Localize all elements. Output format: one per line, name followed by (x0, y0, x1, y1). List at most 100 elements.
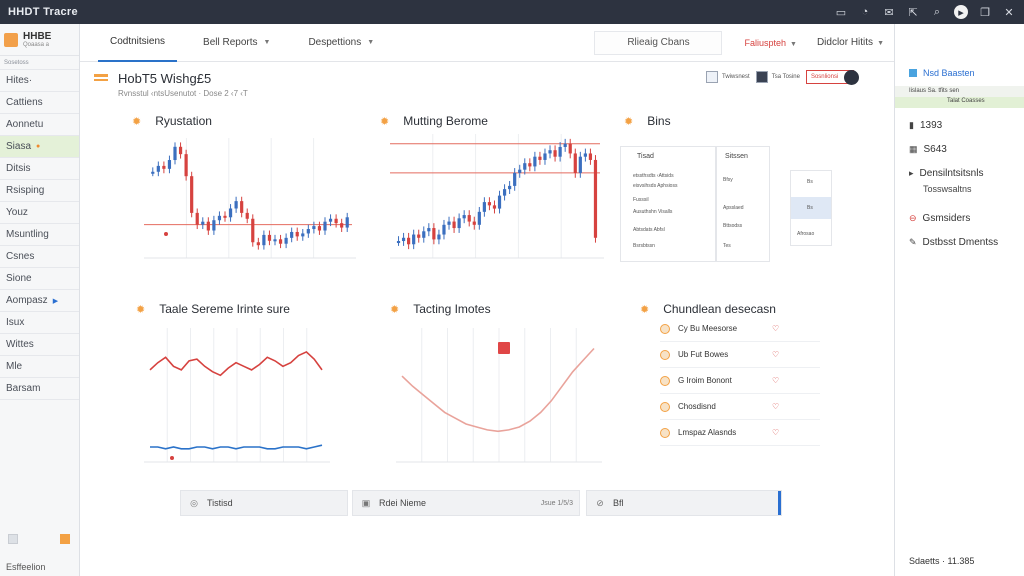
sun-icon: ✹ (136, 303, 146, 316)
sidebar-item[interactable]: Mle (0, 356, 79, 378)
toggle-icon[interactable] (843, 70, 859, 85)
search-input[interactable]: Rlieaig Cbans (594, 30, 723, 55)
sidebar-item[interactable]: Barsam (0, 378, 79, 400)
heart-icon[interactable]: ♡ (772, 350, 780, 359)
tool-button[interactable]: Tsa Tosine (755, 70, 800, 84)
circle-icon (660, 375, 670, 386)
bell-icon[interactable]: ◔ (861, 6, 869, 18)
tab-label: Codtnitsiens (110, 36, 166, 47)
bins-table-mid: Sitssen Bfsy Apsslaed Bttsodss Tes (716, 146, 770, 262)
tab-codtnitsiens[interactable]: Codtnitsiens (98, 24, 178, 62)
heart-icon[interactable]: ♡ (772, 324, 780, 333)
panel-title: ✹ Chundlean desecasn (640, 302, 776, 316)
candle-body (334, 218, 338, 224)
sidebar-item[interactable]: Hites· (0, 70, 79, 92)
candle-body (442, 224, 446, 235)
share-icon[interactable]: ⇱ (908, 6, 918, 19)
bins-cell: Fusssil (633, 197, 649, 203)
right-panel-subitem[interactable]: Tosswsaltns (923, 184, 972, 194)
right-panel-item[interactable]: ▸ Densilntsitsnls (909, 168, 983, 179)
sidebar-item-active[interactable]: Siasa ● (0, 136, 79, 158)
nav-dropdown-label: Faliuspteh (744, 37, 786, 48)
circle-icon (660, 401, 670, 412)
bins-header: Tisad (637, 153, 654, 160)
candle-body (417, 234, 421, 238)
search-icon[interactable]: ⌕ (933, 5, 941, 18)
right-panel-item[interactable]: ▦ S643 (909, 144, 947, 155)
user-menu[interactable]: Didclor Hitits ▼ (807, 37, 894, 48)
bins-cell: Bs (807, 205, 813, 211)
window-icon[interactable]: ▭ (835, 6, 847, 19)
list-item[interactable]: Cy Bu Meesorse ♡ (660, 316, 820, 342)
sidebar-item[interactable]: Csnes (0, 246, 79, 268)
restore-icon[interactable]: ❐ (980, 6, 990, 19)
candle-body (301, 233, 305, 237)
user-menu-label: Didclor Hitits (816, 37, 874, 48)
right-panel-item[interactable]: ✎ Dstbsst Dmentss (909, 237, 998, 248)
heart-icon[interactable]: ♡ (772, 402, 780, 411)
candle-body (593, 159, 598, 238)
sidebar-item[interactable]: Msuntling (0, 224, 79, 246)
heart-icon[interactable]: ♡ (772, 376, 780, 385)
panel-title-label: Taale Sereme Irinte sure (159, 302, 290, 316)
bins-highlight (791, 197, 831, 219)
list-item[interactable]: Ub Fut Bowes ♡ (660, 342, 820, 368)
sidebar-item[interactable]: Aonnetu (0, 114, 79, 136)
list-item[interactable]: Chosdisnd ♡ (660, 394, 820, 420)
tool-label: Sosnlionsi (810, 74, 839, 80)
top-nav: Codtnitsiens Bell Reports ▼ Despettions ▼ … (80, 24, 894, 62)
right-panel-item[interactable]: ⊖ Gsmsiders (909, 213, 970, 224)
candle-body (513, 172, 517, 186)
sidebar-footer: Esffeelion (0, 526, 80, 576)
circle-icon (660, 427, 670, 438)
data-marker (170, 456, 174, 460)
sidebar-item-label: Aompasz (6, 295, 48, 306)
warning-icon: ⊖ (909, 213, 917, 223)
circle-icon: ◎ (190, 497, 198, 508)
sidebar-item[interactable]: Aompasz ▶ (0, 290, 79, 312)
candle-body (323, 221, 327, 231)
grid-icon (706, 71, 718, 83)
candle-body (482, 202, 486, 212)
sidebar-item[interactable]: Sione (0, 268, 79, 290)
sidebar-item[interactable]: Youz (0, 202, 79, 224)
band-highlight: Talat Coasses (895, 97, 1024, 108)
sidebar-footer-label[interactable]: Esffeelion (6, 562, 46, 572)
list-item[interactable]: Lmspaz Alasnds ♡ (660, 420, 820, 446)
sidebar-item[interactable]: Cattiens (0, 92, 79, 114)
right-panel-item[interactable]: ▮ 1393 (909, 120, 942, 131)
play-icon[interactable]: ▸ (954, 5, 968, 19)
sidebar-item[interactable]: Isux (0, 312, 79, 334)
close-icon[interactable]: ✕ (1004, 6, 1014, 19)
list-item[interactable]: G Iroim Bonont ♡ (660, 368, 820, 394)
brand[interactable]: HHBE Qoaasa a (0, 24, 79, 56)
bottom-card[interactable]: ▣ Rdei Nieme Jsue 1/5/3 (352, 490, 580, 516)
sidebar-item[interactable]: Ditsis (0, 158, 79, 180)
tab-bell-reports[interactable]: Bell Reports ▼ (191, 24, 282, 62)
tool-label: Twiwsnest (722, 74, 750, 80)
heart-icon[interactable]: ♡ (772, 428, 780, 437)
menu-icon[interactable] (94, 74, 108, 81)
bottom-card-label: Tistisd (207, 498, 233, 508)
right-panel-title[interactable]: Nsd Baasten (909, 68, 975, 78)
alert-icon[interactable] (60, 534, 70, 544)
sidebar-item[interactable]: Wittes (0, 334, 79, 356)
bins-cell: Ausuthshn Visalls (633, 209, 673, 215)
sidebar-item[interactable]: Rsisping (0, 180, 79, 202)
document-icon: ▣ (361, 497, 371, 508)
bottom-card[interactable]: ⊘ Bfl (586, 490, 782, 516)
tab-despettions[interactable]: Despettions ▼ (296, 24, 386, 62)
mail-icon[interactable]: ✉ (884, 6, 894, 19)
tool-button[interactable]: Twiwsnest (706, 70, 750, 84)
nav-dropdown-red[interactable]: Faliuspteh ▼ (734, 38, 806, 48)
panel-title-label: Tacting Imotes (413, 302, 491, 316)
collapse-icon[interactable] (8, 534, 18, 544)
chart-marker-icon[interactable] (498, 342, 510, 354)
candle-body (273, 239, 277, 242)
candle-body (201, 221, 205, 225)
candle-body (295, 231, 299, 237)
bottom-card[interactable]: ◎ Tistisd (180, 490, 348, 516)
sun-icon: ✹ (132, 115, 142, 128)
candle-body (487, 202, 492, 206)
tool-button-red[interactable]: Sosnlionsi (805, 70, 859, 85)
